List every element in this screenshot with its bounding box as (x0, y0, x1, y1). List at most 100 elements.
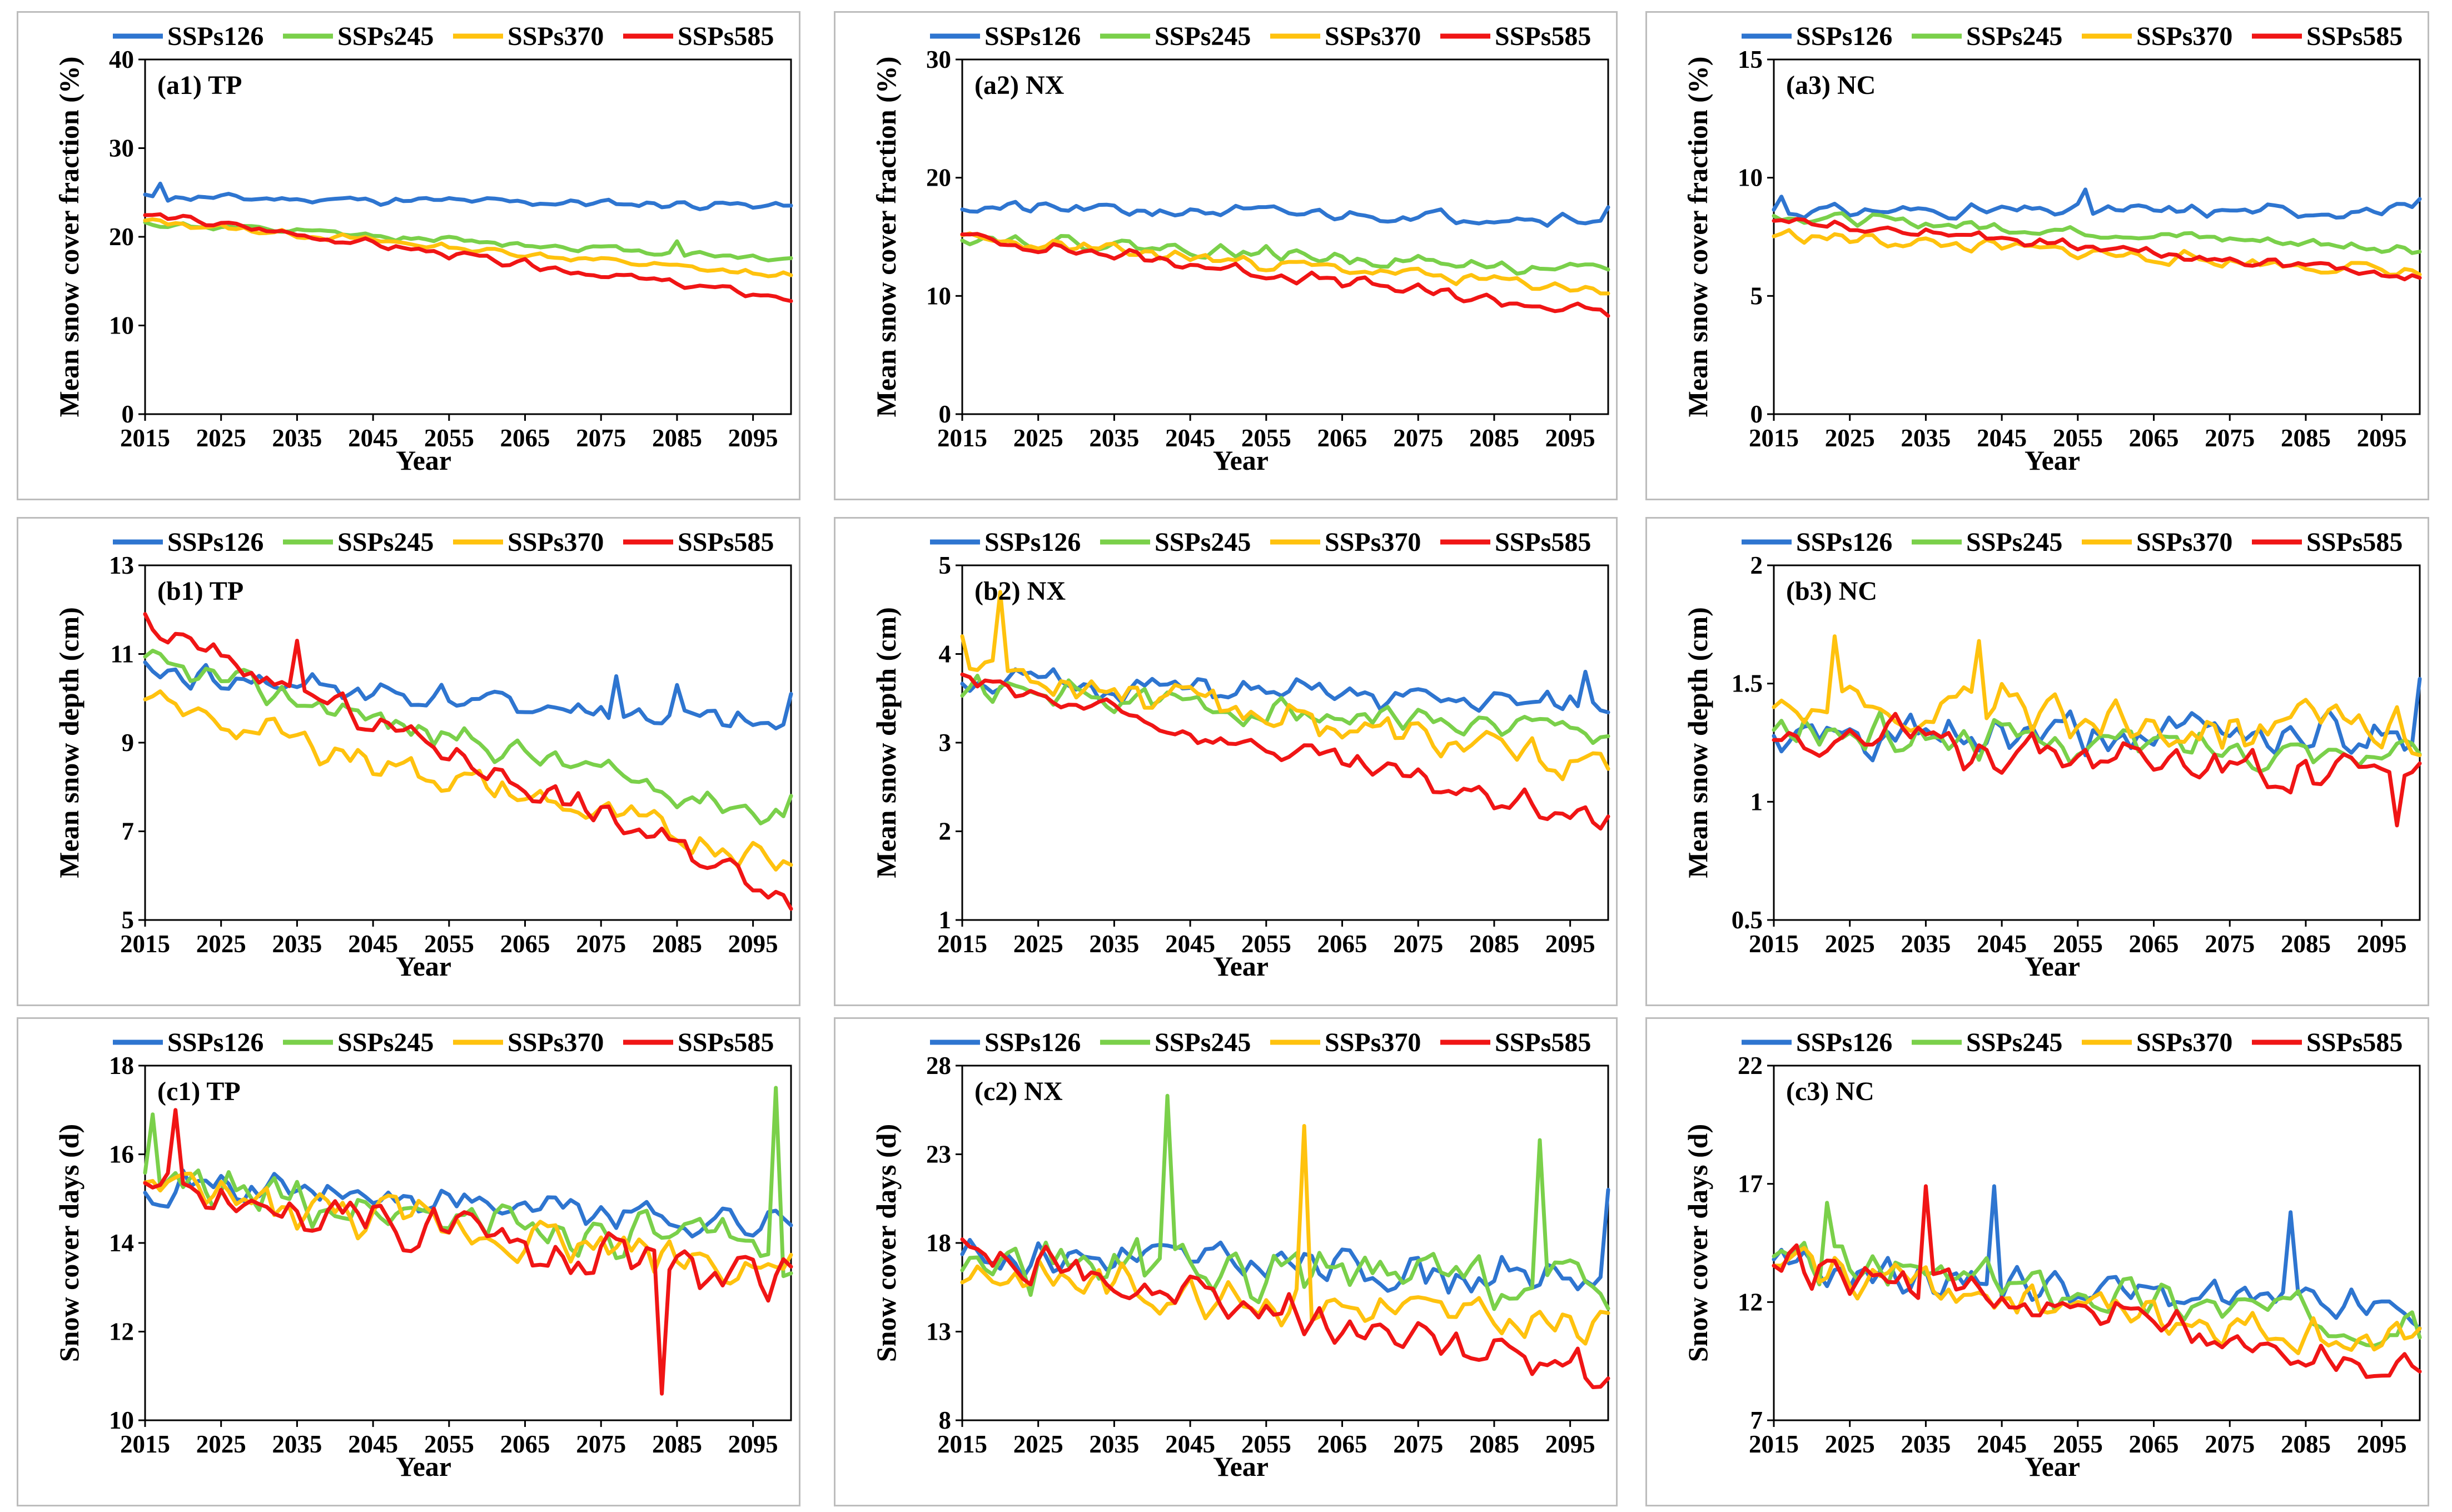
x-tick-label: 2055 (2053, 424, 2103, 452)
y-tick-label: 18 (109, 1052, 134, 1080)
x-tick-label: 2025 (1013, 424, 1063, 452)
plot-frame (144, 58, 792, 415)
y-tick-label: 10 (109, 1406, 134, 1434)
x-tick-label: 2095 (2357, 424, 2407, 452)
x-tick-label: 2095 (1545, 930, 1595, 958)
chart-svg-b2: SSPs126 SSPs245 SSPs370 SSPs585 1 2 3 4 5 2015 202… (871, 528, 1610, 982)
y-tick-label: 30 (109, 135, 134, 162)
y-tick-label: 16 (109, 1141, 134, 1168)
x-tick-label: 2055 (1241, 930, 1291, 958)
x-tick-label: 2015 (937, 930, 987, 958)
series-line-ssps585 (1772, 217, 2422, 281)
x-tick-label: 2065 (500, 930, 550, 958)
x-tick-label: 2095 (728, 424, 778, 452)
y-tick-label: 40 (109, 46, 134, 73)
series-line-ssps370 (960, 1124, 1610, 1346)
x-tick-label: 2095 (728, 1430, 778, 1458)
x-tick-label: 2095 (728, 930, 778, 958)
x-axis-label: Year (1213, 1451, 1269, 1482)
panel-title: (c3) NC (1786, 1077, 1874, 1106)
y-tick-label: 28 (926, 1052, 951, 1080)
y-axis-label: Mean snow cover fraction (%) (1682, 57, 1713, 417)
x-axis-label: Year (1213, 445, 1269, 476)
x-tick-label: 2055 (2053, 930, 2103, 958)
y-tick-label: 17 (1738, 1170, 1763, 1198)
legend-label-ssps585: SSPs585 (678, 1028, 774, 1057)
chart-svg-a3: SSPs126 SSPs245 SSPs370 SSPs585 0 5 10 15 2015 20… (1682, 22, 2422, 476)
x-tick-label: 2085 (2281, 930, 2331, 958)
x-axis-label: Year (2025, 1451, 2080, 1482)
series-line-ssps245 (960, 234, 1610, 276)
legend-label-ssps370: SSPs370 (2136, 22, 2232, 51)
y-tick-label: 5 (939, 551, 952, 579)
legend-label-ssps585: SSPs585 (678, 22, 774, 51)
series-line-ssps370 (960, 231, 1610, 296)
x-tick-label: 2075 (2205, 930, 2255, 958)
x-axis-label: Year (396, 445, 451, 476)
y-tick-label: 12 (109, 1318, 134, 1346)
panel-title: (b1) TP (157, 576, 243, 606)
series-line-ssps585 (143, 1108, 793, 1396)
y-tick-label: 1 (939, 906, 952, 934)
y-tick-label: 11 (110, 640, 134, 668)
y-tick-label: 3 (939, 729, 952, 757)
x-tick-label: 2035 (1089, 1430, 1139, 1458)
plot-frame (961, 564, 1609, 921)
legend-label-ssps370: SSPs370 (1325, 22, 1421, 51)
x-tick-label: 2065 (1317, 930, 1367, 958)
plot-frame (1773, 564, 2421, 921)
x-tick-label: 2045 (1977, 1430, 2027, 1458)
x-tick-label: 2045 (1165, 1430, 1215, 1458)
series-line-ssps126 (143, 660, 793, 730)
y-tick-label: 0 (122, 400, 135, 428)
y-tick-label: 10 (1738, 164, 1763, 192)
x-tick-label: 2065 (2129, 424, 2179, 452)
x-tick-label: 2045 (1165, 930, 1215, 958)
y-tick-label: 12 (1738, 1288, 1763, 1316)
y-tick-label: 18 (926, 1229, 951, 1257)
legend-label-ssps245: SSPs245 (1155, 1028, 1251, 1057)
panel-title: (a1) TP (157, 71, 242, 100)
x-tick-label: 2035 (272, 930, 322, 958)
legend-label-ssps245: SSPs245 (337, 22, 434, 51)
x-tick-label: 2015 (120, 424, 170, 452)
y-axis-label: Mean snow cover fraction (%) (53, 57, 84, 417)
x-axis-label: Year (2025, 445, 2080, 476)
chart-panel-a1: SSPs126 SSPs245 SSPs370 SSPs585 0 10 20 30 40 201… (17, 11, 800, 500)
legend-label-ssps370: SSPs370 (1325, 1028, 1421, 1057)
panel-title: (c2) NX (974, 1077, 1063, 1106)
y-tick-label: 13 (926, 1318, 951, 1346)
x-tick-label: 2035 (1901, 1430, 1951, 1458)
plot-frame (144, 564, 792, 921)
x-tick-label: 2085 (2281, 1430, 2331, 1458)
x-tick-label: 2015 (120, 930, 170, 958)
y-axis-label: Snow cover days (d) (871, 1124, 902, 1362)
series-line-ssps370 (960, 590, 1610, 782)
legend-label-ssps126: SSPs126 (167, 22, 263, 51)
chart-panel-b1: SSPs126 SSPs245 SSPs370 SSPs585 5 7 9 11 13 2015 2… (17, 517, 800, 1006)
plot-frame (1773, 1065, 2421, 1421)
series-line-ssps585 (1772, 712, 2422, 828)
series-line-ssps245 (1772, 709, 2422, 774)
x-tick-label: 2025 (1825, 930, 1875, 958)
panel-title: (a3) NC (1786, 71, 1876, 100)
series-line-ssps585 (960, 672, 1610, 831)
legend-label-ssps245: SSPs245 (1966, 528, 2062, 557)
x-tick-label: 2035 (272, 424, 322, 452)
legend-label-ssps370: SSPs370 (508, 528, 604, 557)
x-tick-label: 2045 (348, 930, 398, 958)
chart-panel-b2: SSPs126 SSPs245 SSPs370 SSPs585 1 2 3 4 5 2015 202… (834, 517, 1618, 1006)
legend-label-ssps126: SSPs126 (167, 528, 263, 557)
legend-label-ssps126: SSPs126 (1796, 22, 1892, 51)
y-tick-label: 5 (122, 906, 135, 934)
legend-label-ssps245: SSPs245 (1966, 1028, 2062, 1057)
x-tick-label: 2075 (2205, 424, 2255, 452)
y-tick-label: 20 (109, 223, 134, 251)
y-tick-label: 30 (926, 46, 951, 73)
y-tick-label: 10 (109, 312, 134, 340)
panel-title: (b2) NX (974, 576, 1066, 606)
x-tick-label: 2065 (2129, 1430, 2179, 1458)
x-tick-label: 2025 (1825, 1430, 1875, 1458)
legend-label-ssps585: SSPs585 (2306, 528, 2403, 557)
